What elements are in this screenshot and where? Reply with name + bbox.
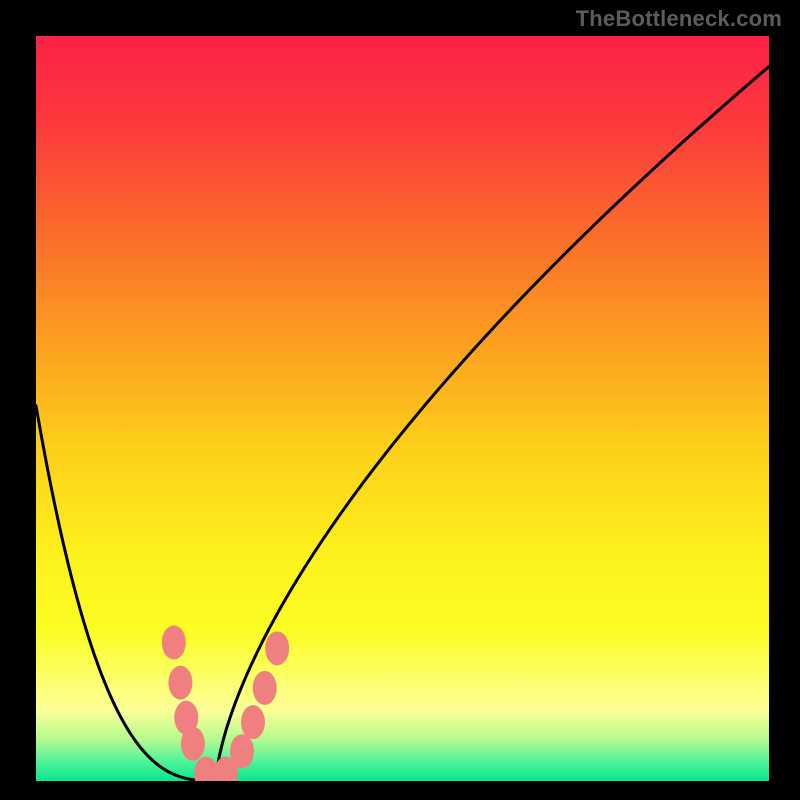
bottleneck-chart: [36, 36, 769, 781]
marker: [181, 727, 205, 761]
marker: [253, 671, 277, 705]
chart-background: [36, 36, 769, 781]
marker: [168, 666, 192, 700]
marker: [241, 705, 265, 739]
chart-svg: [36, 36, 769, 781]
marker: [265, 631, 289, 665]
marker: [162, 625, 186, 659]
watermark-text: TheBottleneck.com: [576, 6, 782, 32]
marker: [230, 734, 254, 768]
